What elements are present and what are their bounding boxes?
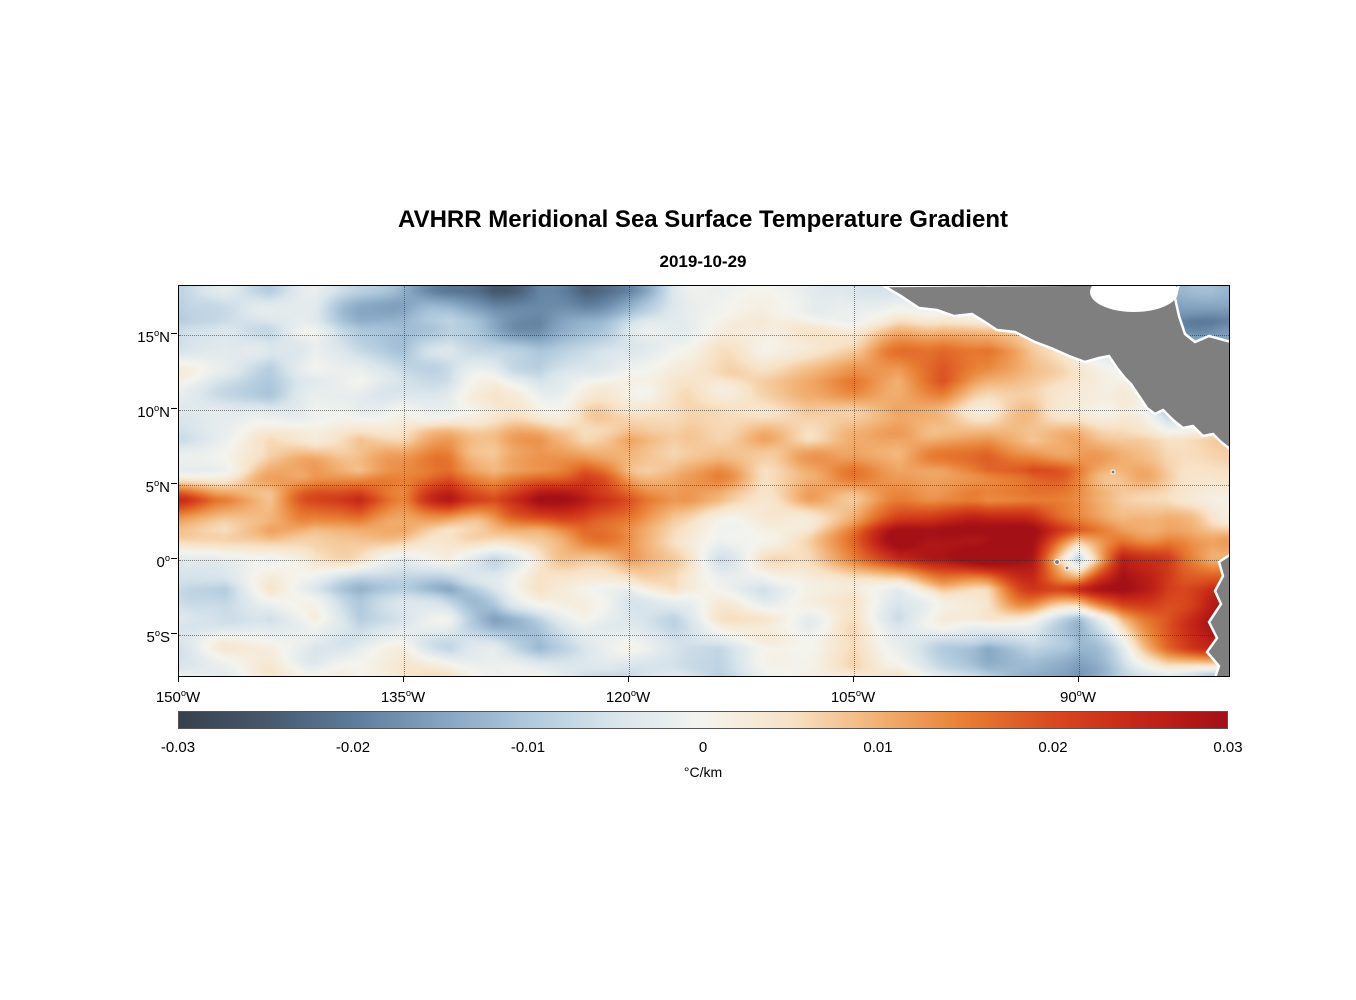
gridline-horizontal	[179, 485, 1229, 486]
xtick-mark	[628, 676, 629, 682]
land-polygon	[1205, 553, 1229, 676]
ytick-mark	[171, 408, 177, 409]
chart-subtitle: 2019-10-29	[659, 252, 747, 271]
xtick-label-90w: 90oW	[1059, 688, 1097, 706]
ytick-label-5s: 5oS	[146, 628, 170, 646]
xtick-mark	[178, 676, 179, 682]
colorbar-tick-1: -0.02	[335, 739, 371, 756]
xtick-label-150w: 150oW	[155, 688, 201, 706]
ytick-label-5n: 5oN	[145, 478, 170, 496]
gridline-vertical	[1079, 286, 1080, 676]
colorbar	[178, 711, 1228, 729]
gridline-horizontal	[179, 560, 1229, 561]
gridline-vertical	[629, 286, 630, 676]
colorbar-unit-label: °C/km	[683, 764, 723, 780]
gridline-horizontal	[179, 335, 1229, 336]
xtick-mark	[853, 676, 854, 682]
xtick-mark	[403, 676, 404, 682]
xtick-label-120w: 120oW	[605, 688, 651, 706]
colorbar-tick-3: 0	[698, 739, 708, 756]
colorbar-tick-6: 0.03	[1213, 739, 1243, 756]
xtick-label-105w: 105oW	[830, 688, 876, 706]
colorbar-tick-2: -0.01	[510, 739, 546, 756]
ytick-label-15n: 15oN	[137, 328, 170, 346]
island-dot	[1110, 469, 1116, 475]
xtick-mark	[1078, 676, 1079, 682]
gridline-vertical	[404, 286, 405, 676]
ytick-label-0: 0o	[156, 553, 170, 571]
ytick-mark	[171, 558, 177, 559]
xtick-label-135w: 135oW	[380, 688, 426, 706]
gridline-horizontal	[179, 410, 1229, 411]
ytick-mark	[171, 633, 177, 634]
heatmap-canvas	[179, 286, 1229, 676]
sea-patch	[1090, 286, 1178, 312]
gridline-horizontal	[179, 635, 1229, 636]
gridline-vertical	[854, 286, 855, 676]
ytick-mark	[171, 333, 177, 334]
island-dot	[1054, 559, 1060, 565]
colorbar-tick-0: -0.03	[160, 739, 196, 756]
colorbar-tick-4: 0.01	[863, 739, 893, 756]
landmass-overlay	[881, 286, 1229, 676]
map-plot	[178, 285, 1230, 677]
chart-title: AVHRR Meridional Sea Surface Temperature…	[398, 206, 1008, 233]
land-polygon	[881, 286, 1229, 451]
island-dot	[1064, 565, 1070, 571]
ytick-label-10n: 10oN	[137, 403, 170, 421]
colorbar-tick-5: 0.02	[1038, 739, 1068, 756]
ytick-mark	[171, 483, 177, 484]
